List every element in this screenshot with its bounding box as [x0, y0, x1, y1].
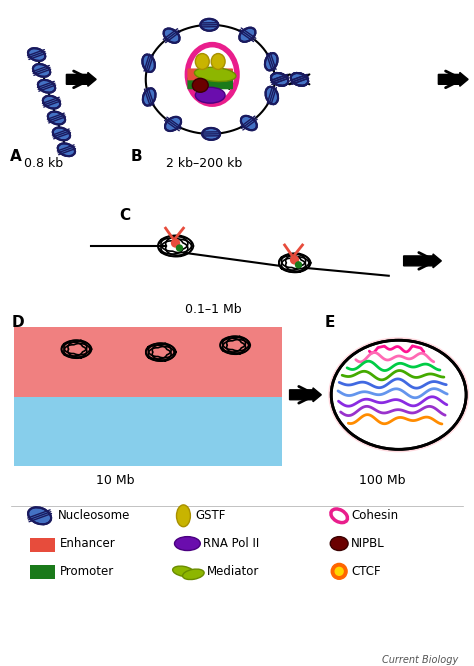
- Text: A: A: [10, 149, 22, 164]
- Ellipse shape: [58, 143, 75, 156]
- Ellipse shape: [53, 127, 70, 141]
- Ellipse shape: [239, 28, 255, 42]
- Text: Mediator: Mediator: [207, 565, 260, 578]
- Text: 10 Mb: 10 Mb: [96, 474, 135, 487]
- Text: 0.8 kb: 0.8 kb: [24, 157, 63, 170]
- Ellipse shape: [192, 79, 208, 93]
- Ellipse shape: [33, 64, 50, 77]
- Text: Current Biology: Current Biology: [382, 655, 458, 665]
- Ellipse shape: [201, 19, 218, 31]
- FancyArrow shape: [404, 254, 441, 268]
- Circle shape: [291, 256, 299, 264]
- Text: NIPBL: NIPBL: [351, 537, 385, 550]
- Circle shape: [295, 262, 301, 268]
- Text: C: C: [119, 208, 130, 223]
- Ellipse shape: [174, 537, 201, 551]
- Ellipse shape: [241, 116, 257, 130]
- Text: D: D: [12, 316, 25, 330]
- Text: E: E: [324, 316, 335, 330]
- Text: 0.1–1 Mb: 0.1–1 Mb: [185, 302, 242, 316]
- Ellipse shape: [195, 53, 209, 69]
- Text: B: B: [131, 149, 143, 164]
- Text: RNA Pol II: RNA Pol II: [203, 537, 260, 550]
- Text: Promoter: Promoter: [59, 565, 114, 578]
- FancyBboxPatch shape: [30, 565, 55, 579]
- Circle shape: [331, 563, 347, 579]
- Ellipse shape: [271, 73, 288, 86]
- Ellipse shape: [165, 117, 181, 131]
- FancyBboxPatch shape: [187, 69, 233, 81]
- Circle shape: [335, 567, 343, 575]
- Text: 2 kb–200 kb: 2 kb–200 kb: [165, 157, 242, 170]
- Ellipse shape: [28, 507, 51, 524]
- FancyBboxPatch shape: [187, 77, 233, 89]
- Ellipse shape: [211, 53, 225, 69]
- Ellipse shape: [142, 55, 155, 72]
- Ellipse shape: [28, 48, 45, 61]
- Text: GSTF: GSTF: [195, 509, 226, 522]
- FancyBboxPatch shape: [14, 397, 282, 466]
- Ellipse shape: [43, 96, 60, 109]
- Ellipse shape: [164, 29, 180, 43]
- Ellipse shape: [330, 537, 348, 551]
- Ellipse shape: [328, 337, 469, 452]
- Text: Cohesin: Cohesin: [351, 509, 398, 522]
- Circle shape: [172, 239, 180, 247]
- FancyArrow shape: [290, 388, 321, 402]
- FancyArrow shape: [66, 73, 96, 87]
- Ellipse shape: [265, 53, 278, 71]
- Ellipse shape: [271, 73, 288, 86]
- Ellipse shape: [202, 128, 220, 140]
- Ellipse shape: [291, 73, 308, 86]
- Text: 100 Mb: 100 Mb: [359, 474, 405, 487]
- Ellipse shape: [173, 566, 194, 577]
- FancyArrow shape: [438, 73, 468, 87]
- Ellipse shape: [48, 112, 65, 125]
- Ellipse shape: [143, 89, 155, 106]
- Circle shape: [176, 245, 182, 251]
- Ellipse shape: [265, 87, 278, 104]
- Ellipse shape: [291, 73, 308, 86]
- FancyBboxPatch shape: [14, 327, 282, 397]
- Ellipse shape: [38, 80, 55, 93]
- Text: Nucleosome: Nucleosome: [57, 509, 130, 522]
- Ellipse shape: [176, 505, 191, 527]
- Text: Enhancer: Enhancer: [59, 537, 115, 550]
- FancyBboxPatch shape: [30, 537, 55, 551]
- Ellipse shape: [331, 340, 466, 450]
- Text: CTCF: CTCF: [351, 565, 381, 578]
- Ellipse shape: [195, 87, 225, 103]
- Ellipse shape: [182, 569, 204, 579]
- Ellipse shape: [194, 67, 236, 81]
